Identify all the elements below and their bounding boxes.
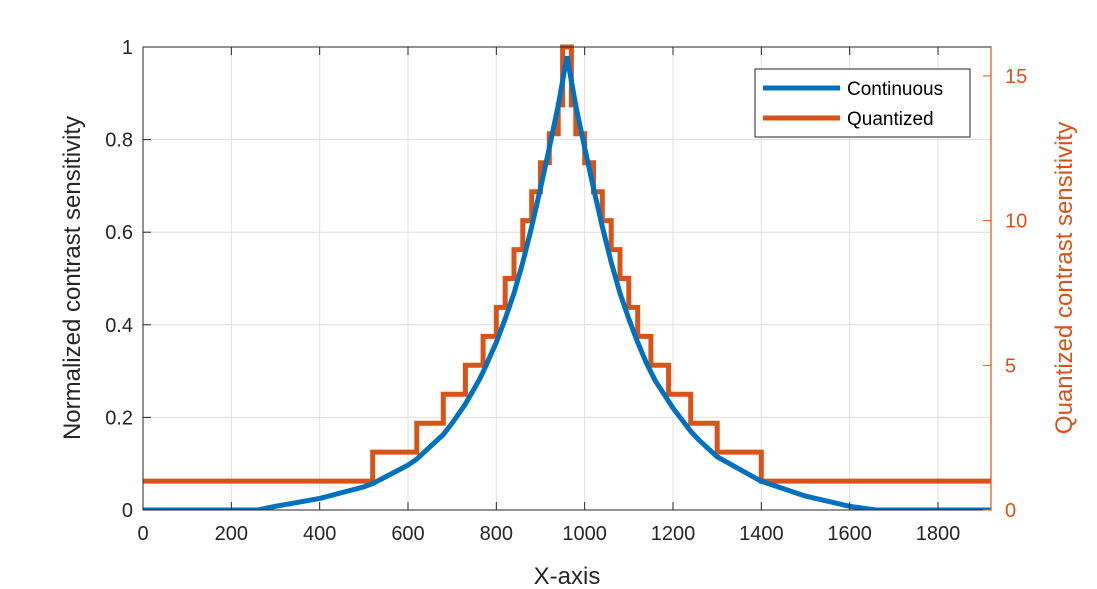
x-axis-title: X-axis [534,563,601,589]
y-right-tick-label: 10 [1005,211,1027,233]
y-axis-right-ticks: 0 5 10 15 [983,47,1027,522]
series-line-continuous [143,55,991,510]
legend: Continuous Quantized [754,68,971,138]
y-left-tick-label: 0 [122,500,133,522]
x-tick-label: 0 [137,523,148,545]
x-axis-ticks: 0 200 400 600 800 1000 1200 1400 1600 1800 [137,47,960,545]
x-tick-label: 1000 [562,523,607,545]
y-right-tick-label: 15 [1005,66,1027,88]
x-tick-label: 600 [391,523,424,545]
legend-box [754,68,971,138]
y-right-tick-label: 0 [1005,500,1016,522]
y-left-tick-label: 0.2 [105,407,133,429]
y-axis-left-title: Normalized contrast sensitivity [59,116,86,440]
x-tick-label: 400 [303,523,336,545]
y-left-tick-label: 0.8 [105,130,133,152]
x-tick-label: 1600 [827,523,872,545]
y-left-tick-label: 0.6 [105,222,133,244]
y-right-tick-label: 5 [1005,355,1016,377]
y-left-tick-label: 1 [122,37,133,59]
legend-label-continuous: Continuous [847,79,943,100]
x-tick-label: 1400 [739,523,784,545]
y-axis-left-ticks: 0 0.2 0.4 0.6 0.8 1 [105,37,151,522]
x-tick-label: 200 [215,523,248,545]
legend-label-quantized: Quantized [847,109,934,130]
y-axis-right-title: Quantized contrast sensitivity [1051,122,1078,434]
x-tick-label: 1800 [916,523,961,545]
x-tick-label: 800 [480,523,513,545]
y-left-tick-label: 0.4 [105,315,133,337]
x-tick-label: 1200 [651,523,696,545]
